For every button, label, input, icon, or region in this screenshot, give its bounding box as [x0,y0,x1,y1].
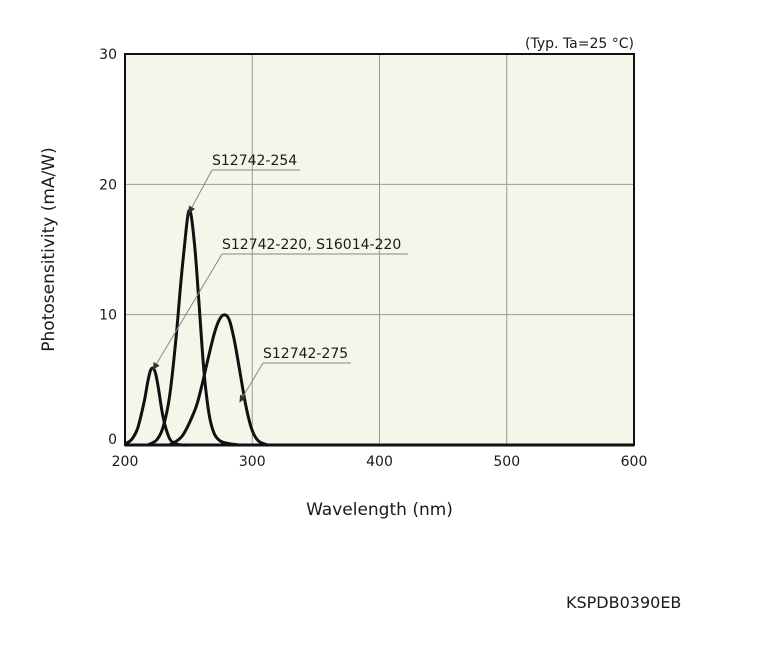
x-tick-label: 500 [493,454,520,470]
curve-series-3 [168,313,269,447]
annotation-arrowhead [239,394,247,403]
x-axis-label: Wavelength (nm) [306,500,453,520]
condition-note: (Typ. Ta=25 °C) [525,36,634,52]
curves [124,208,269,447]
y-axis-label: Photosensitivity (mA/W) [39,147,59,351]
curve-series-2 [147,208,240,447]
annotations: S12742-254 S12742-220, S16014-220 S12742-2… [152,153,408,403]
x-tick-label: 600 [621,454,648,470]
y-tick-label: 10 [99,308,117,324]
annotation-leader [188,169,213,214]
annotation-arrowhead [188,205,196,214]
annotation-label: S12742-275 [263,346,348,362]
y-tick-label: 30 [99,47,117,63]
document-code: KSPDB0390EB [566,593,682,612]
annotation-leader [152,253,223,371]
y-tick-label: 20 [99,177,117,193]
x-tick-label: 200 [112,454,139,470]
y-tick-label: 0 [108,432,117,448]
annotation-label: S12742-254 [212,153,297,169]
annotation-label: S12742-220, S16014-220 [222,237,401,253]
x-tick-label: 300 [239,454,266,470]
x-tick-label: 400 [366,454,393,470]
annotation-leader [239,362,264,403]
plot-frame [124,53,635,446]
annotation-arrowhead [152,361,160,370]
tick-labels: 200 300 400 500 600 0 10 20 30 [99,47,647,470]
